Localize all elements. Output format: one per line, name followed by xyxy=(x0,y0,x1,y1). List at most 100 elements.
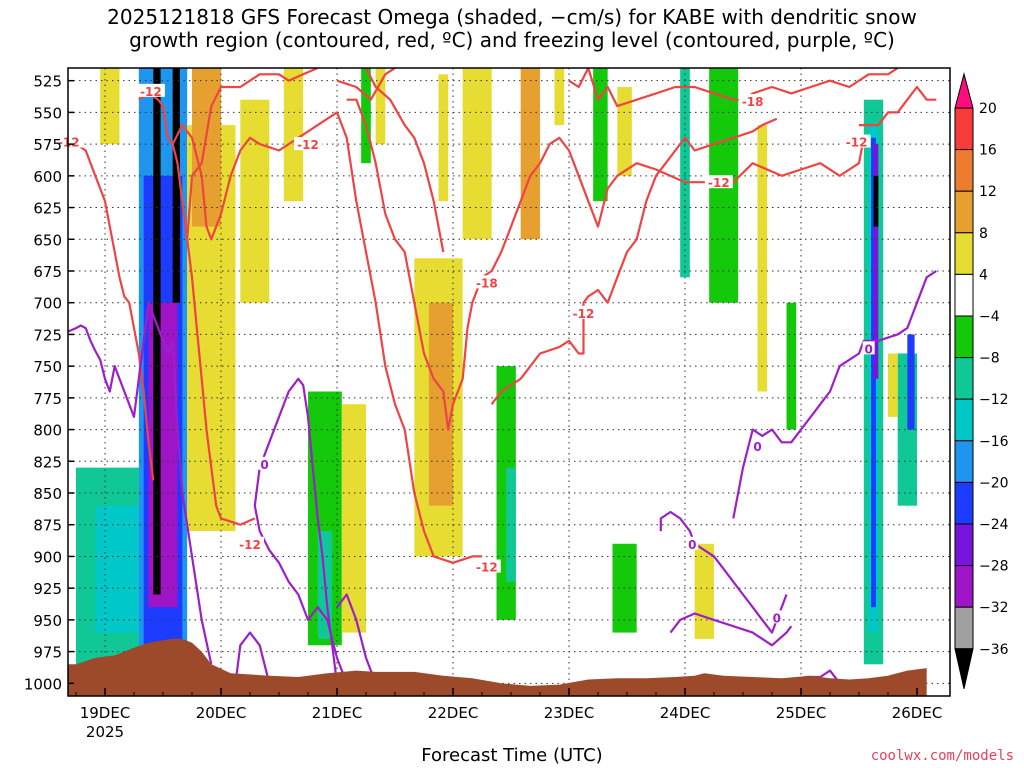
y-tick-label-4: 625 xyxy=(33,200,62,218)
y-tick-label-19: 1000 xyxy=(24,675,62,693)
contour-label-bg-11 xyxy=(686,536,699,550)
x-tick-label-3: 22DEC xyxy=(428,704,479,722)
freezing-contour-8 xyxy=(732,270,937,519)
contour-label-2: -12 xyxy=(297,138,319,152)
omega-cell-6 xyxy=(172,68,180,303)
y-tick-label-5: 650 xyxy=(33,231,62,249)
y-tick-label-9: 750 xyxy=(33,358,62,376)
y-tick-label-10: 775 xyxy=(33,390,62,408)
site-credit: coolwx.com/models xyxy=(870,748,1014,764)
colorbar-box-3 xyxy=(954,232,974,275)
colorbar-label-11: −28 xyxy=(979,559,1009,575)
omega-cell-27 xyxy=(617,87,632,176)
contour-label-14: 0 xyxy=(864,342,872,356)
y-tick-label-8: 725 xyxy=(33,326,62,344)
omega-cell-40 xyxy=(888,353,898,417)
freezing-contour-2 xyxy=(258,377,339,684)
omega-cell-19 xyxy=(438,74,449,202)
colorbar-box-10 xyxy=(954,523,974,567)
omega-cell-15 xyxy=(361,68,371,164)
x-tick-label-2: 21DEC xyxy=(312,704,363,722)
title-line-2: growth region (contoured, red, ºC) and f… xyxy=(129,28,895,52)
y-tick-label-2: 575 xyxy=(33,136,62,154)
contour-label-bg-3 xyxy=(236,536,264,550)
omega-cell-39 xyxy=(907,334,915,430)
x-tick-label-5: 24DEC xyxy=(660,704,711,722)
contour-label-bg-10 xyxy=(258,456,271,470)
colorbar-label-1: 16 xyxy=(979,143,997,159)
contour-label-5: -18 xyxy=(476,276,498,290)
colorbar-box-6 xyxy=(954,357,974,400)
terrain-surface xyxy=(68,638,927,696)
contour-label-bg-6 xyxy=(569,305,598,319)
contour-label-bg-7 xyxy=(704,175,733,189)
contour-lines xyxy=(68,68,937,685)
colorbar-box-9 xyxy=(954,481,974,525)
colorbar-label-9: −20 xyxy=(979,475,1009,491)
colorbar-label-0: 20 xyxy=(979,101,997,117)
y-tick-label-15: 900 xyxy=(33,548,62,566)
colorbar-label-4: 4 xyxy=(979,267,988,283)
omega-cell-7 xyxy=(100,68,120,145)
colorbar-box-1 xyxy=(954,149,974,192)
x-axis-label: Forecast Time (UTC) xyxy=(421,745,603,766)
colorbar-label-3: 8 xyxy=(979,226,988,242)
chart-title: 2025121818 GFS Forecast Omega (shaded, −… xyxy=(0,6,1024,52)
colorbar-label-7: −12 xyxy=(979,392,1009,408)
title-line-1: 2025121818 GFS Forecast Omega (shaded, −… xyxy=(107,5,917,29)
x-tick-label-0: 19DEC xyxy=(80,704,131,722)
y-tick-label-0: 525 xyxy=(33,73,62,91)
y-tick-label-13: 850 xyxy=(33,485,62,503)
y-axis-ticks: 525 550 575 600 625 650 675 700 725 750 775 800 825 8… xyxy=(24,73,74,693)
freezing-contour-0 xyxy=(68,301,213,665)
y-tick-label-7: 700 xyxy=(33,295,62,313)
omega-cell-9 xyxy=(192,68,221,227)
colorbar-box-2 xyxy=(954,190,974,234)
omega-cell-24 xyxy=(554,68,565,126)
omega-cell-22 xyxy=(506,467,516,582)
dgz-contour-9 xyxy=(859,85,937,127)
colorbar-label-12: −32 xyxy=(979,600,1009,616)
colorbar-box-8 xyxy=(954,440,974,483)
dgz-contour-7 xyxy=(365,68,445,253)
dgz-contour-8 xyxy=(568,68,899,108)
colorbar-top-arrow xyxy=(954,72,974,109)
x-tick-label-6: 25DEC xyxy=(776,704,827,722)
freezing-contour-1 xyxy=(234,631,271,684)
y-tick-label-11: 800 xyxy=(33,422,62,440)
dgz-contour-0 xyxy=(68,143,155,481)
colorbar: 20 16 12 8 4 −4 −8 −12 −16 −20 −24 −28 −32 −36 xyxy=(954,72,1009,689)
x-tick-label-1: 20DEC xyxy=(196,704,247,722)
omega-cell-25 xyxy=(593,68,608,202)
contour-label-7: -12 xyxy=(708,176,730,190)
omega-cell-10 xyxy=(240,99,270,303)
y-tick-label-6: 675 xyxy=(33,263,62,281)
colorbar-box-5 xyxy=(954,315,974,359)
dgz-contour-4 xyxy=(336,68,396,101)
x-tick-label-7: 26DEC xyxy=(892,704,943,722)
contour-label-bg-2 xyxy=(294,137,322,151)
colorbar-label-13: −36 xyxy=(979,642,1009,658)
grid-lines xyxy=(68,68,950,696)
contour-label-1: -12 xyxy=(140,85,162,99)
omega-cell-29 xyxy=(694,543,714,639)
omega-cell-11 xyxy=(283,68,304,202)
freezing-contour-7 xyxy=(669,612,793,647)
omega-cell-31 xyxy=(757,125,768,392)
contour-label-bg-4 xyxy=(472,559,501,573)
contour-label-10: 0 xyxy=(260,458,268,472)
dgz-contour-1 xyxy=(138,92,256,526)
colorbar-box-7 xyxy=(954,398,974,442)
freezing-contour-3 xyxy=(253,467,348,684)
contour-label-bg-1 xyxy=(136,83,165,97)
x-tick-sublabel-0: 2025 xyxy=(86,723,124,741)
y-tick-label-17: 950 xyxy=(33,612,62,630)
omega-cell-20 xyxy=(462,68,492,240)
contour-label-bg-12 xyxy=(751,439,764,453)
contour-label-4: -12 xyxy=(476,561,498,575)
colorbar-label-8: −16 xyxy=(979,434,1009,450)
contour-label-bg-5 xyxy=(472,275,501,289)
omega-cell-36 xyxy=(873,144,879,379)
dgz-contour-6 xyxy=(490,117,778,405)
